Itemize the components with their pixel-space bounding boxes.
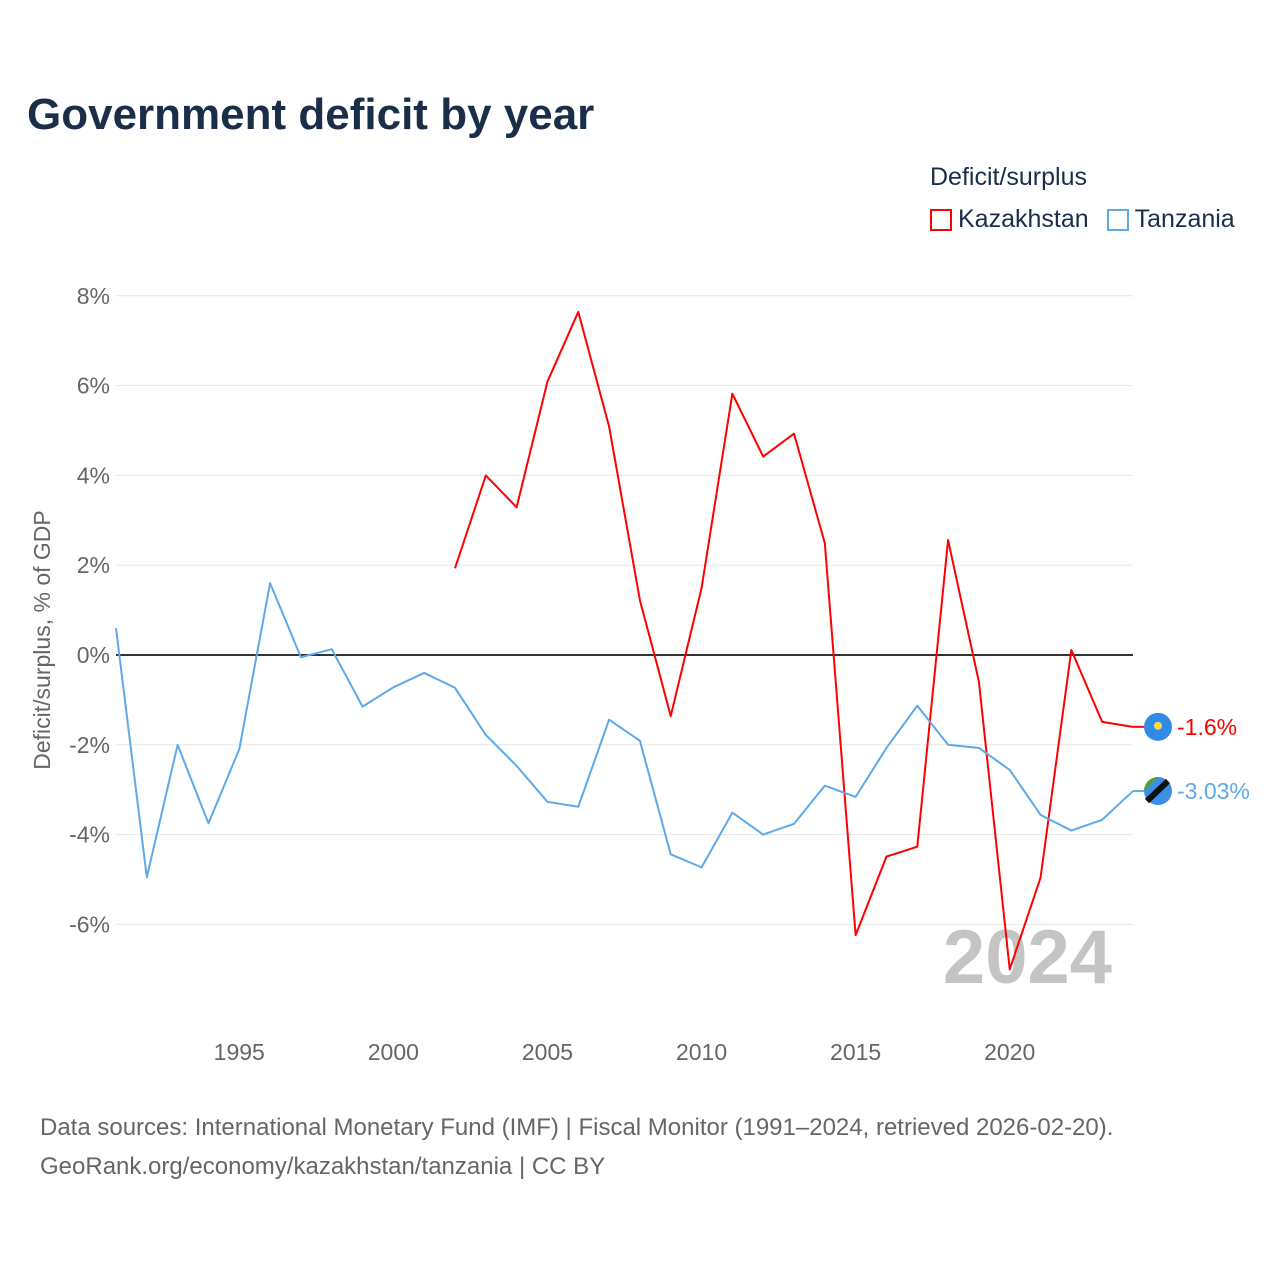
flag-sun-icon <box>1154 721 1162 730</box>
end-value-label: -1.6% <box>1177 714 1237 740</box>
series-line-kazakhstan <box>454 310 1134 971</box>
legend-item-kazakhstan[interactable]: Kazakhstan <box>930 205 1089 234</box>
y-axis-label: Deficit/surplus, % of GDP <box>29 510 55 769</box>
y-tick-label: -4% <box>69 822 110 848</box>
x-tick-label: 2010 <box>676 1039 727 1065</box>
legend-label: Tanzania <box>1134 205 1235 233</box>
x-tick-label: 2005 <box>522 1039 573 1065</box>
legend-item-tanzania[interactable]: Tanzania <box>1106 205 1235 234</box>
y-tick-label: -6% <box>69 911 110 937</box>
x-tick-label: 2000 <box>368 1039 419 1065</box>
source-note: Data sources: International Monetary Fun… <box>40 1108 1113 1186</box>
legend: Kazakhstan Tanzania <box>930 205 1235 234</box>
flag-green <box>1144 777 1158 792</box>
flag-stripe <box>1144 778 1171 804</box>
legend-label: Kazakhstan <box>958 205 1089 233</box>
source-line-1: Data sources: International Monetary Fun… <box>40 1114 1114 1141</box>
x-tick-label: 1995 <box>214 1039 265 1065</box>
y-tick-label: 8% <box>77 283 110 309</box>
x-tick-label: 2015 <box>830 1039 881 1065</box>
legend-title: Deficit/surplus <box>930 163 1087 191</box>
y-tick-label: 2% <box>77 552 110 578</box>
x-tick-label: 2020 <box>984 1039 1035 1065</box>
legend-swatch <box>1106 208 1129 231</box>
series-line-tanzania <box>115 582 1134 879</box>
y-tick-label: 4% <box>77 462 110 488</box>
y-tick-label: -2% <box>69 732 110 758</box>
end-value-label: -3.03% <box>1177 778 1250 804</box>
chart-title: Government deficit by year <box>27 90 595 139</box>
y-tick-label: 6% <box>77 373 110 399</box>
source-line-2[interactable]: GeoRank.org/economy/kazakhstan/tanzania … <box>40 1153 606 1180</box>
year-watermark: 2024 <box>943 915 1112 1000</box>
legend-swatch <box>930 208 952 231</box>
y-tick-label: 0% <box>77 642 110 668</box>
